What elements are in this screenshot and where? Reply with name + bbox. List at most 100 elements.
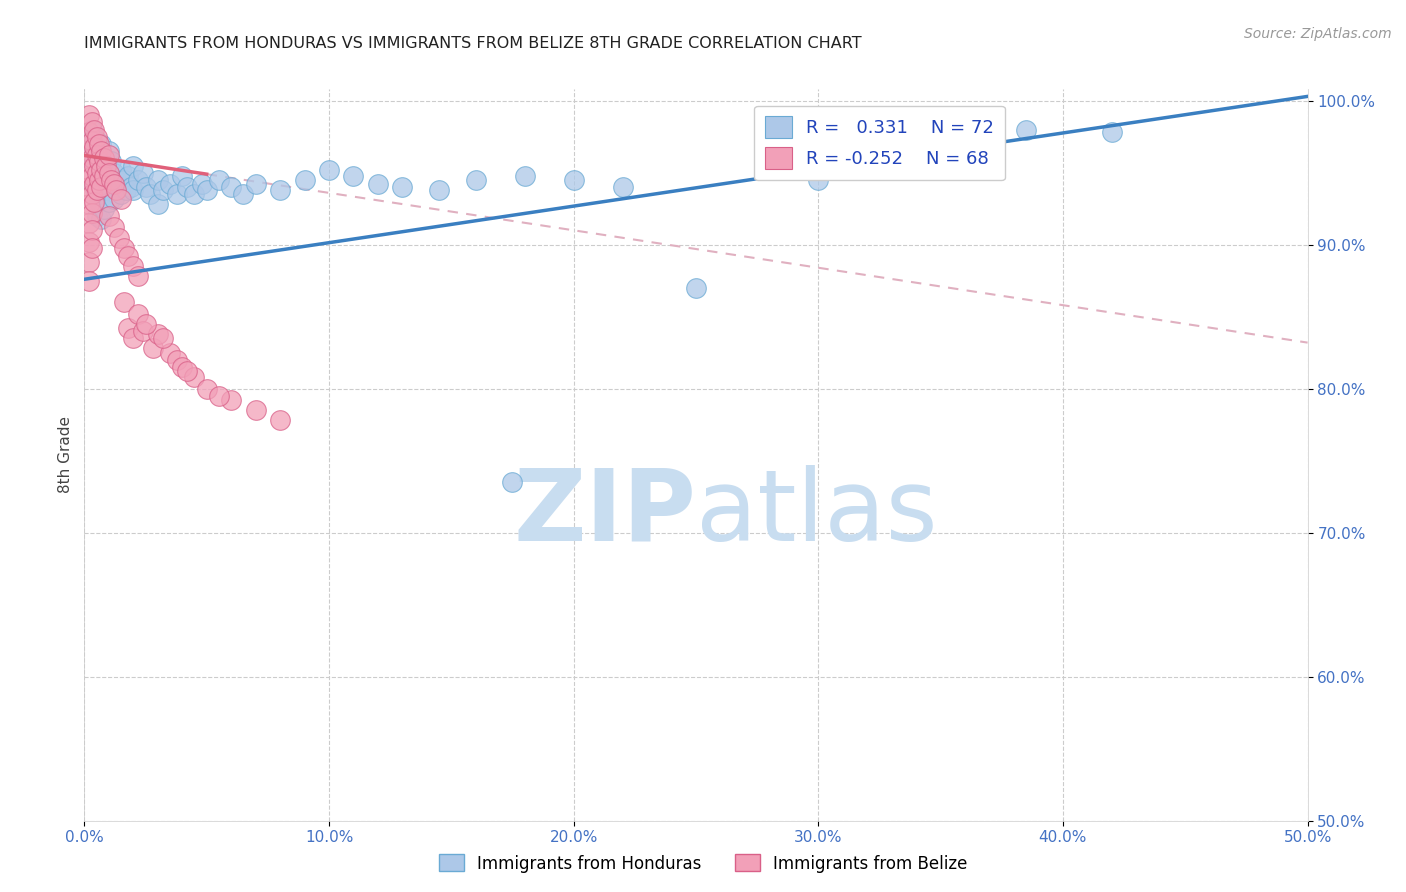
Point xyxy=(83,122,105,136)
Point xyxy=(96,159,118,173)
Point xyxy=(86,209,108,223)
Point xyxy=(117,249,139,263)
Point xyxy=(122,159,145,173)
Point xyxy=(807,173,830,187)
Point xyxy=(1101,125,1123,139)
Point xyxy=(87,144,110,158)
Point xyxy=(97,169,120,183)
Point xyxy=(87,194,110,209)
Point xyxy=(232,187,254,202)
Point xyxy=(142,342,165,356)
Point xyxy=(269,183,291,197)
Point xyxy=(100,154,122,169)
Point xyxy=(80,241,103,255)
Point xyxy=(127,269,149,284)
Text: atlas: atlas xyxy=(696,465,938,562)
Point xyxy=(245,403,267,417)
Point xyxy=(219,180,242,194)
Point xyxy=(77,216,100,230)
Point xyxy=(152,183,174,197)
Point xyxy=(342,169,364,183)
Point xyxy=(80,169,103,183)
Point xyxy=(758,148,780,162)
Text: Source: ZipAtlas.com: Source: ZipAtlas.com xyxy=(1244,27,1392,41)
Point xyxy=(112,295,135,310)
Point xyxy=(86,148,108,162)
Point xyxy=(86,159,108,173)
Point xyxy=(127,173,149,187)
Point xyxy=(176,180,198,194)
Point xyxy=(856,140,879,154)
Point xyxy=(83,159,105,173)
Point xyxy=(83,178,105,192)
Point xyxy=(77,125,100,139)
Point xyxy=(105,173,128,187)
Text: IMMIGRANTS FROM HONDURAS VS IMMIGRANTS FROM BELIZE 8TH GRADE CORRELATION CHART: IMMIGRANTS FROM HONDURAS VS IMMIGRANTS F… xyxy=(84,36,862,51)
Point xyxy=(97,194,120,209)
Point xyxy=(135,180,157,194)
Point xyxy=(191,178,214,192)
Y-axis label: 8th Grade: 8th Grade xyxy=(58,417,73,493)
Point xyxy=(93,178,115,192)
Point xyxy=(93,169,115,183)
Point xyxy=(90,162,112,177)
Point xyxy=(96,183,118,197)
Point xyxy=(83,140,105,154)
Point xyxy=(176,364,198,378)
Point xyxy=(87,136,110,151)
Point xyxy=(107,180,129,194)
Point xyxy=(77,136,100,151)
Point xyxy=(502,475,524,490)
Point xyxy=(427,183,450,197)
Point xyxy=(83,154,105,169)
Point xyxy=(86,134,108,148)
Point xyxy=(132,324,155,338)
Point xyxy=(103,192,125,206)
Point xyxy=(97,148,120,162)
Point xyxy=(110,162,132,177)
Point xyxy=(367,178,389,192)
Point xyxy=(77,274,100,288)
Point xyxy=(172,169,194,183)
Point xyxy=(86,183,108,197)
Point xyxy=(80,144,103,158)
Point xyxy=(90,144,112,158)
Text: ZIP: ZIP xyxy=(513,465,696,562)
Point xyxy=(105,183,128,197)
Point xyxy=(391,180,413,194)
Point xyxy=(183,187,205,202)
Point xyxy=(103,178,125,192)
Point xyxy=(80,134,103,148)
Point xyxy=(80,187,103,202)
Point xyxy=(172,360,194,375)
Point xyxy=(83,129,105,144)
Point xyxy=(117,169,139,183)
Point xyxy=(90,136,112,151)
Point xyxy=(77,108,100,122)
Point xyxy=(132,166,155,180)
Point xyxy=(90,187,112,202)
Point xyxy=(97,144,120,158)
Point xyxy=(112,241,135,255)
Point xyxy=(122,260,145,274)
Point xyxy=(90,162,112,177)
Point xyxy=(152,331,174,345)
Point xyxy=(135,317,157,331)
Point xyxy=(93,151,115,165)
Point xyxy=(1015,122,1038,136)
Point xyxy=(93,202,115,216)
Point xyxy=(183,370,205,384)
Point xyxy=(83,194,105,209)
Point xyxy=(77,144,100,158)
Point xyxy=(110,192,132,206)
Point xyxy=(685,281,707,295)
Point xyxy=(90,211,112,226)
Point xyxy=(146,173,169,187)
Point xyxy=(87,169,110,183)
Point xyxy=(110,187,132,202)
Point xyxy=(146,326,169,341)
Point xyxy=(77,255,100,269)
Point xyxy=(127,307,149,321)
Point xyxy=(97,209,120,223)
Point xyxy=(122,183,145,197)
